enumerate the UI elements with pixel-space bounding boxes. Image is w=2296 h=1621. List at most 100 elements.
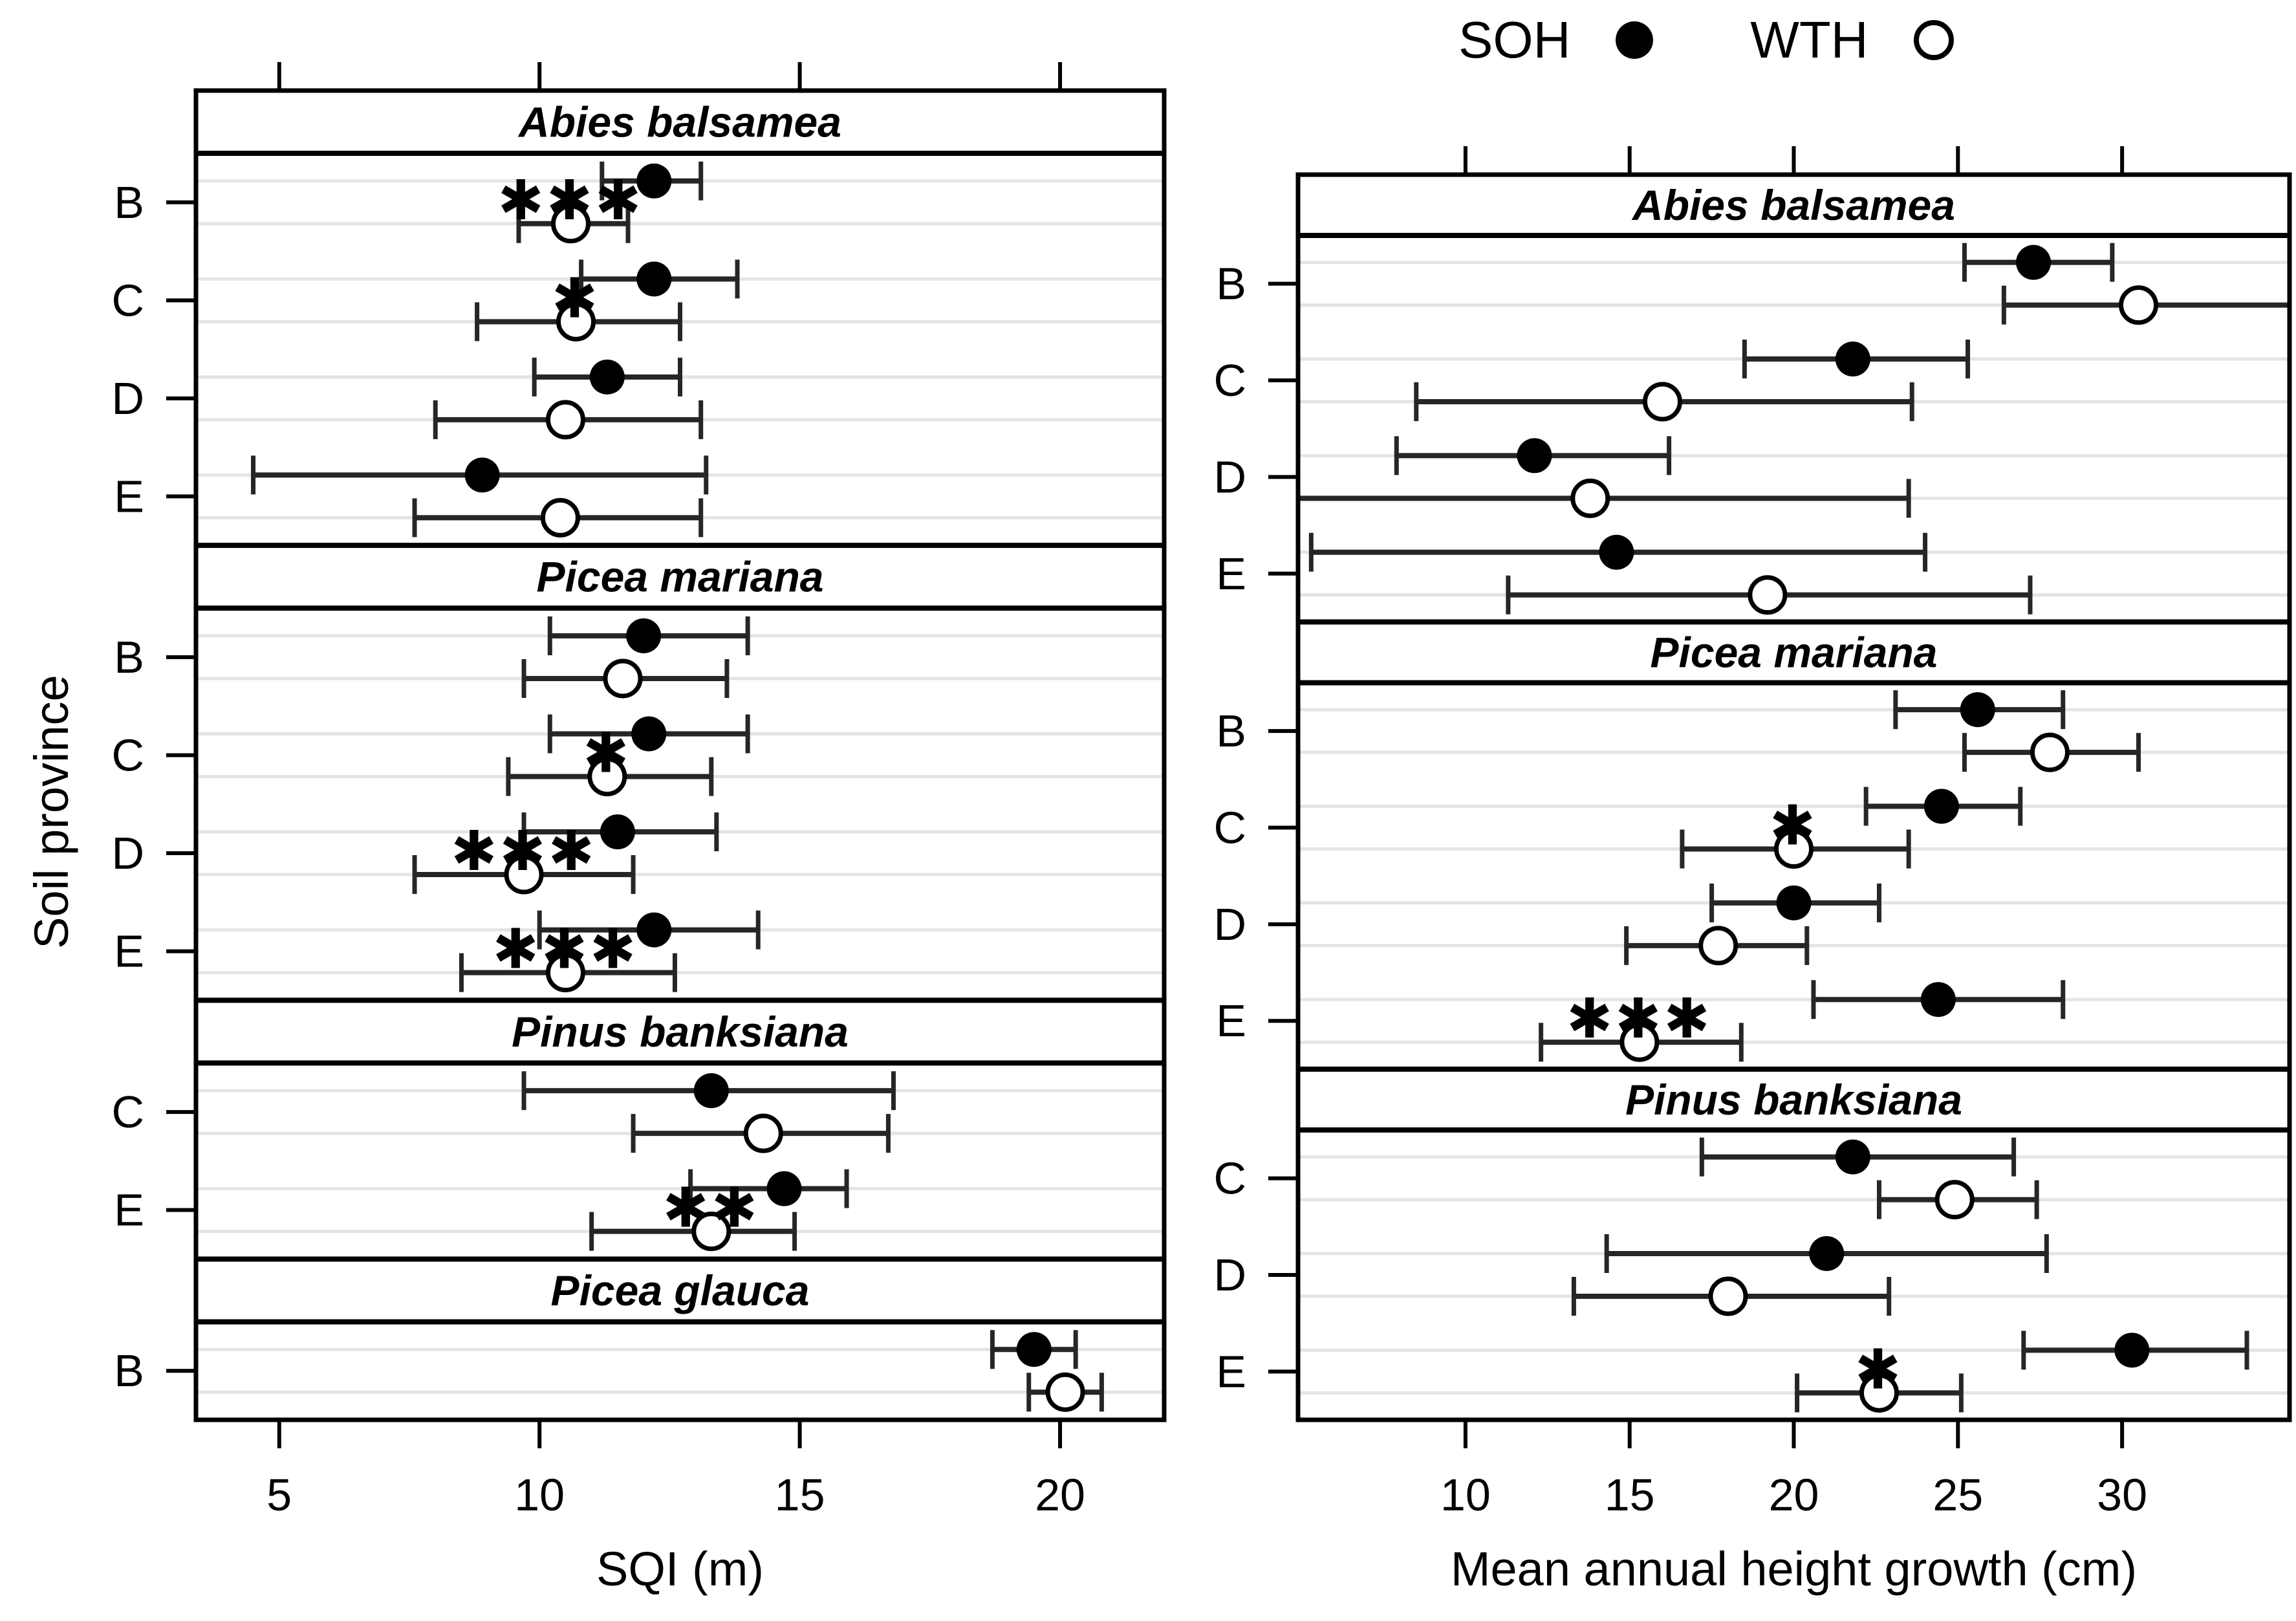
row-label: D — [1213, 899, 1246, 950]
x-tick-label: 10 — [514, 1470, 565, 1520]
row-label: E — [1216, 549, 1246, 599]
x-tick-label: 15 — [1605, 1470, 1655, 1520]
species-label: Abies balsamea — [517, 98, 841, 146]
marker-wth — [691, 1212, 731, 1252]
marker-soh — [693, 1073, 729, 1109]
significance-stars: ✱ — [1770, 794, 1818, 858]
panel-1: Abies balsamea Picea mariana Pinus banksia… — [1213, 146, 2292, 1520]
marker-wth — [587, 757, 627, 796]
panel-bg — [1298, 175, 2290, 1420]
row-label: E — [1216, 1346, 1246, 1397]
significance-stars: ✱✱✱ — [1566, 987, 1713, 1051]
section-band — [196, 91, 1164, 153]
species-label: Pinus banksiana — [512, 1008, 849, 1056]
row-label: D — [1213, 451, 1246, 502]
marker-soh — [626, 618, 662, 653]
section-band — [1298, 1069, 2290, 1130]
marker-soh — [1016, 1332, 1052, 1367]
row-label: E — [114, 1185, 144, 1235]
row-label: D — [1213, 1250, 1246, 1300]
marker-wth — [743, 1113, 783, 1153]
species-label: Picea mariana — [1651, 628, 1938, 676]
marker-soh — [2016, 245, 2052, 280]
marker-wth — [1708, 1276, 1748, 1316]
row-label: B — [114, 632, 144, 682]
marker-soh — [1599, 534, 1634, 570]
x-tick-label: 30 — [2097, 1470, 2147, 1520]
marker-soh — [1960, 692, 1995, 728]
species-label: Picea mariana — [537, 553, 824, 601]
marker-soh — [631, 716, 667, 752]
x-tick-label: 20 — [1769, 1470, 1819, 1520]
legend-label-wth: WTH — [1750, 11, 1868, 69]
marker-wth — [556, 301, 596, 342]
row-label: C — [111, 1087, 144, 1137]
marker-soh — [1835, 342, 1870, 377]
marker-soh — [600, 814, 635, 850]
x-tick-label: 25 — [1933, 1470, 1983, 1520]
legend-item-soh: SOH — [1458, 10, 1654, 70]
marker-soh — [589, 359, 625, 395]
y-axis-title: Soil province — [25, 675, 78, 949]
section-band — [196, 545, 1164, 609]
panel-0: Abies balsamea Picea mariana Pinus banksia… — [111, 62, 1167, 1520]
marker-wth — [1698, 926, 1738, 966]
x-tick-label: 15 — [775, 1470, 825, 1520]
row-label: B — [1216, 259, 1246, 309]
significance-stars: ✱ — [583, 722, 631, 786]
row-label: C — [111, 275, 144, 325]
marker-wth — [2118, 285, 2158, 325]
row-label: E — [114, 471, 144, 521]
marker-wth — [1570, 478, 1610, 518]
panel-plot-area: Abies balsamea Picea mariana Pinus banksia… — [196, 91, 1164, 1412]
marker-soh — [636, 261, 672, 297]
marker-soh — [636, 163, 672, 199]
marker-wth — [2030, 732, 2070, 772]
legend-label-soh: SOH — [1458, 11, 1571, 69]
significance-stars: ✱✱✱ — [498, 169, 644, 233]
marker-wth — [545, 400, 585, 440]
row-label: D — [111, 828, 144, 878]
marker-soh — [1776, 885, 1812, 920]
x-tick-label: 20 — [1035, 1470, 1085, 1520]
legend-item-wth: WTH — [1750, 10, 1954, 70]
row-label: B — [114, 1345, 144, 1396]
significance-stars: ✱✱✱ — [493, 918, 639, 982]
significance-stars: ✱✱✱ — [451, 820, 597, 884]
filled-circle-icon — [1616, 21, 1654, 59]
row-label: D — [111, 373, 144, 424]
marker-wth — [1774, 829, 1814, 869]
row-label: C — [1213, 803, 1246, 853]
row-label: C — [1213, 355, 1246, 406]
open-circle-icon — [1913, 20, 1954, 60]
row-label: E — [1216, 995, 1246, 1046]
x-axis-title-right: Mean annual height growth (cm) — [1450, 1542, 2138, 1596]
section-band — [196, 1000, 1164, 1063]
significance-stars: ✱ — [1855, 1338, 1903, 1402]
species-label: Picea glauca — [551, 1267, 810, 1314]
x-tick-label: 5 — [266, 1470, 292, 1520]
marker-wth — [1748, 575, 1788, 615]
row-label: B — [114, 177, 144, 228]
species-label: Abies balsamea — [1631, 181, 1955, 229]
section-band — [196, 1259, 1164, 1322]
marker-soh — [636, 912, 672, 948]
row-label: C — [1213, 1153, 1246, 1204]
marker-soh — [2114, 1333, 2150, 1368]
marker-soh — [766, 1171, 802, 1206]
marker-wth — [1934, 1180, 1975, 1220]
legend: SOH WTH — [1458, 10, 1954, 70]
marker-wth — [550, 204, 590, 244]
marker-wth — [540, 497, 580, 538]
x-tick-label: 10 — [1440, 1470, 1491, 1520]
marker-wth — [1045, 1372, 1085, 1412]
marker-wth — [545, 953, 585, 993]
section-band — [1298, 175, 2290, 235]
marker-soh — [464, 457, 500, 493]
row-label: C — [111, 730, 144, 781]
marker-wth — [603, 658, 643, 699]
marker-soh — [1809, 1235, 1845, 1271]
marker-soh — [1517, 438, 1552, 473]
